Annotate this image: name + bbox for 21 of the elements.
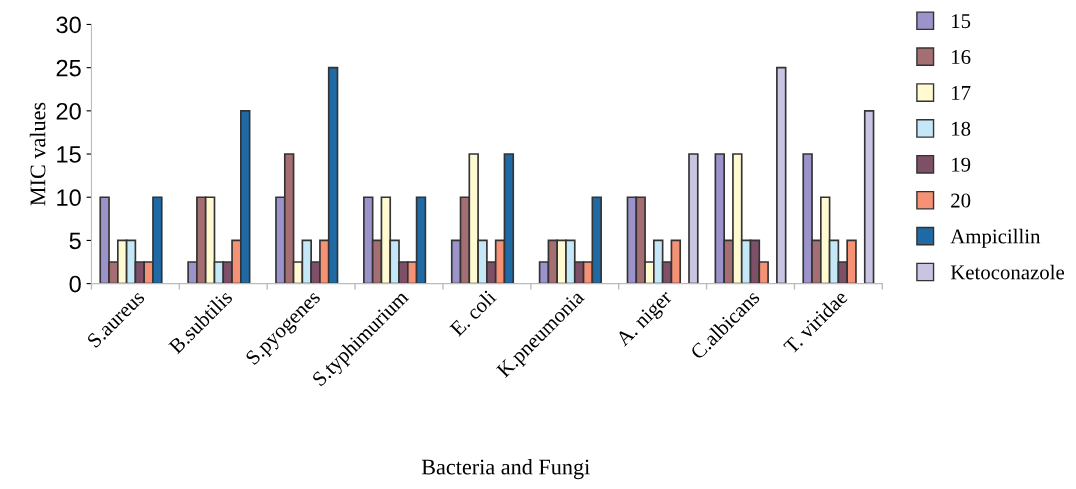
y-tick-label: 10 (57, 189, 81, 207)
legend-label: Ampicillin (950, 228, 1041, 248)
bar (776, 66, 787, 284)
bar (863, 110, 875, 284)
y-tick-label: 5 (69, 232, 81, 250)
x-tick-label: E. coli (448, 288, 498, 337)
x-axis-title: Bacteria and Fungi (421, 458, 590, 480)
y-tick-label: 25 (56, 59, 81, 77)
y-axis-title: MIC values (29, 102, 46, 206)
bar (688, 153, 699, 284)
legend-label: Ketoconazole (950, 264, 1065, 280)
y-tick-label: 15 (57, 146, 81, 163)
legend-label: 19 (952, 157, 971, 172)
legend-label: 17 (952, 85, 971, 100)
y-tick-label: 30 (56, 16, 81, 34)
y-tick-label: 0 (69, 275, 81, 293)
legend-label: 16 (952, 50, 971, 65)
y-tick-label: 20 (56, 102, 81, 120)
legend-label: 20 (951, 193, 971, 208)
legend-label: 15 (952, 14, 971, 29)
legend-label: 18 (952, 121, 971, 136)
